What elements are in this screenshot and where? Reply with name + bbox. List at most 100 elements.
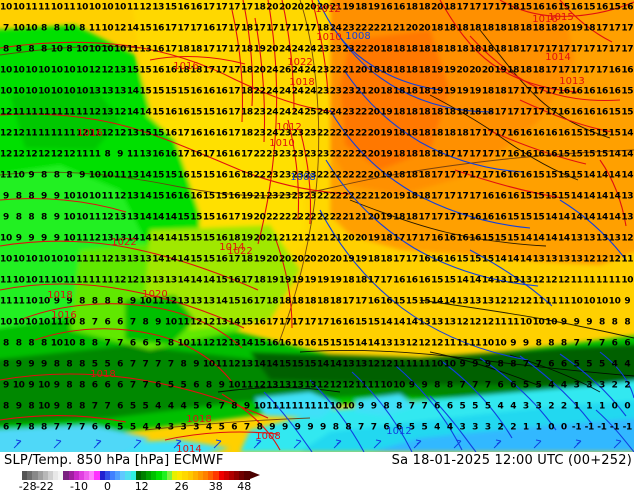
- temperature-value: 7: [142, 359, 149, 370]
- temperature-value: 17: [481, 170, 494, 181]
- temperature-value: 14: [126, 233, 139, 244]
- temperature-value: 10: [12, 254, 25, 265]
- temperature-value: 11: [38, 128, 50, 139]
- temperature-value: 10: [50, 2, 63, 13]
- temperature-value: 12: [621, 233, 634, 244]
- temperature-value: 8: [548, 338, 555, 349]
- temperature-value: 17: [190, 23, 203, 34]
- colorbar-swatch: [182, 471, 188, 480]
- temperature-value: 9: [41, 191, 48, 202]
- temperature-value: 5: [459, 401, 466, 412]
- temperature-value: 0: [624, 401, 631, 412]
- temperature-value: 17: [215, 2, 228, 13]
- temperature-value: 23: [278, 128, 291, 139]
- temperature-value: 13: [114, 212, 127, 223]
- temperature-value: 10: [88, 170, 101, 181]
- temperature-value: 18: [240, 107, 253, 118]
- temperature-value: 23: [291, 191, 304, 202]
- temperature-value: 14: [557, 212, 570, 223]
- temperature-value: 21: [380, 23, 393, 34]
- temperature-value: 17: [557, 65, 570, 76]
- temperature-value: 18: [481, 107, 494, 118]
- temperature-value: 5: [218, 422, 225, 433]
- temperature-value: 7: [586, 338, 593, 349]
- temperature-value: 8: [66, 170, 73, 181]
- temperature-value: 17: [621, 23, 634, 34]
- temperature-value: 5: [142, 401, 149, 412]
- temperature-value: 17: [431, 191, 444, 202]
- temperature-value: 23: [291, 128, 304, 139]
- temperature-value: 14: [139, 170, 152, 181]
- temperature-value: 8: [15, 191, 22, 202]
- temperature-value: 13: [114, 233, 127, 244]
- temperature-value: 9: [41, 233, 48, 244]
- temperature-value: 16: [177, 191, 190, 202]
- temperature-value: 15: [190, 254, 203, 265]
- temperature-value: 20: [367, 128, 380, 139]
- temperature-value: 11: [88, 212, 101, 223]
- temperature-value: 21: [355, 212, 367, 223]
- temperature-value: 15: [519, 191, 532, 202]
- temperature-value: 18: [507, 44, 520, 55]
- temperature-value: 6: [548, 359, 555, 370]
- temperature-value: 20: [291, 2, 304, 13]
- temperature-value: 4: [446, 422, 453, 433]
- temperature-value: 15: [481, 233, 494, 244]
- temperature-value: 10: [12, 317, 25, 328]
- temperature-value: 11: [88, 149, 101, 160]
- temperature-value: 16: [278, 338, 291, 349]
- temperature-value: 9: [408, 380, 415, 391]
- temperature-value: 20: [431, 2, 444, 13]
- temperature-value: 17: [228, 128, 241, 139]
- temperature-value: 9: [294, 422, 301, 433]
- temperature-value: 11: [50, 107, 63, 118]
- temperature-value: 17: [278, 317, 291, 328]
- temperature-value: 16: [342, 317, 355, 328]
- temperature-value: 16: [380, 2, 393, 13]
- temperature-value: 22: [355, 44, 367, 55]
- temperature-value: 9: [53, 380, 60, 391]
- temperature-value: 17: [215, 44, 228, 55]
- temperature-value: 17: [177, 128, 190, 139]
- temperature-value: 9: [28, 170, 35, 181]
- temperature-value: 14: [393, 317, 406, 328]
- temperature-value: 8: [41, 422, 48, 433]
- temperature-value: 16: [519, 149, 532, 160]
- temperature-value: 17: [240, 149, 253, 160]
- temperature-value: 9: [53, 233, 60, 244]
- temperature-value: 8: [256, 422, 263, 433]
- temperature-value: 14: [583, 212, 596, 223]
- temperature-value: 17: [228, 212, 241, 223]
- temperature-value: 24: [278, 107, 291, 118]
- map-canvas[interactable]: 10 10 11 11 10 11 10 10 10 10 11 12 13 15 16 16 17 17 17 17…: [0, 0, 634, 452]
- temperature-value: 17: [215, 65, 228, 76]
- temperature-value: 16: [532, 128, 545, 139]
- temperature-value: 13: [291, 380, 304, 391]
- temperature-value: 11: [12, 107, 25, 118]
- temperature-value: 6: [231, 422, 238, 433]
- temperature-value: 11: [126, 2, 139, 13]
- temperature-value: 12: [431, 338, 444, 349]
- temperature-value: 14: [152, 233, 165, 244]
- temperature-value: 13: [114, 65, 127, 76]
- temperature-value: 17: [380, 275, 393, 286]
- temperature-value: 18: [405, 107, 418, 118]
- temperature-value: 22: [317, 191, 329, 202]
- temperature-value: 16: [431, 254, 444, 265]
- temperature-value: 18: [519, 23, 532, 34]
- temperature-value: 18: [443, 128, 456, 139]
- temperature-value: 18: [494, 23, 507, 34]
- temperature-value: 16: [418, 275, 431, 286]
- temperature-value: 14: [177, 275, 190, 286]
- temperature-value: 12: [317, 380, 329, 391]
- temperature-value: 10: [50, 275, 63, 286]
- temperature-value: 14: [126, 86, 139, 97]
- temperature-value: 20: [418, 23, 431, 34]
- temperature-value: 16: [202, 128, 215, 139]
- temperature-value: 6: [142, 338, 149, 349]
- temperature-value: 10: [50, 338, 63, 349]
- temperature-value: 11: [126, 44, 139, 55]
- temperature-value: 23: [329, 44, 342, 55]
- temperature-value: 9: [15, 359, 22, 370]
